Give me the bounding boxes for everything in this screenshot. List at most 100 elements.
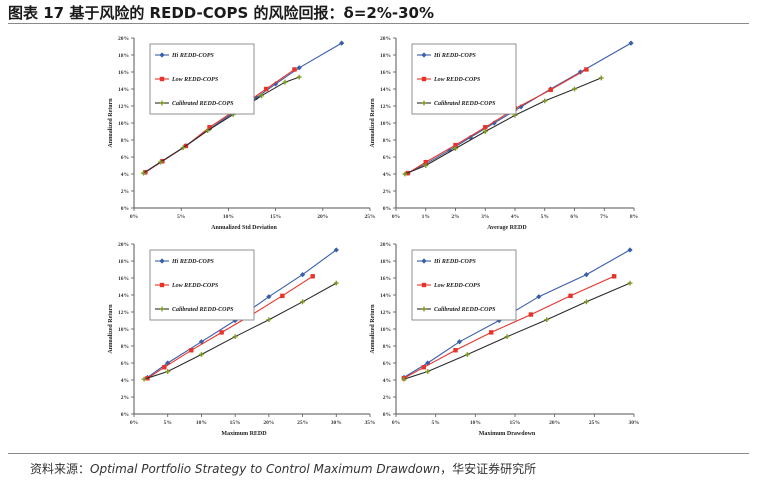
legend-label: Hi REDD-COPS <box>433 259 477 265</box>
data-point <box>528 312 534 317</box>
data-point <box>611 274 617 279</box>
y-axis-label: Annualized Return <box>108 98 114 148</box>
data-point <box>425 369 431 374</box>
series-line <box>143 76 300 174</box>
data-point <box>544 317 550 323</box>
x-axis-label: Maximum Drawdown <box>479 431 536 437</box>
y-tick-label: 16% <box>118 276 129 282</box>
x-tick-label: 15% <box>510 420 521 426</box>
y-tick-label: 20% <box>118 242 129 248</box>
legend-marker <box>159 306 165 312</box>
series-calibrated-redd-cops <box>141 74 302 176</box>
data-point <box>199 352 204 357</box>
chart-average-redd: 0% 2% 4% 6% 8% 10% 12% 14% 16% 18% 20% 0% 1% 2% 3% 4% 5%… <box>370 36 638 231</box>
data-point <box>280 293 285 299</box>
data-point <box>627 247 633 253</box>
data-point <box>489 330 494 335</box>
data-point <box>627 280 633 286</box>
y-tick-label: 2% <box>383 189 391 195</box>
y-tick-label: 4% <box>383 172 391 178</box>
legend: Hi REDD-COPS Low REDD-COPS Calibrated REDD… <box>411 249 517 321</box>
y-tick-label: 10% <box>118 327 129 333</box>
legend-label: Calibrated REDD-COPS <box>434 307 496 313</box>
legend-marker <box>159 100 165 106</box>
data-point <box>254 94 260 101</box>
data-point <box>180 145 186 151</box>
y-tick-label: 6% <box>383 155 391 161</box>
y-tick-label: 10% <box>380 327 391 333</box>
series-calibrated-redd-cops <box>402 75 604 177</box>
y-tick-label: 8% <box>383 138 391 144</box>
data-point <box>584 299 589 305</box>
y-tick-label: 0% <box>121 206 129 212</box>
data-point <box>456 339 463 345</box>
legend-marker <box>159 76 165 82</box>
y-tick-label: 10% <box>380 121 391 127</box>
y-tick-label: 18% <box>380 53 391 59</box>
y-tick-label: 2% <box>121 189 129 195</box>
legend-marker <box>159 282 165 288</box>
y-tick-label: 12% <box>380 104 391 110</box>
y-tick-label: 16% <box>118 70 129 76</box>
y-tick-label: 10% <box>118 121 129 127</box>
y-tick-label: 8% <box>121 344 129 350</box>
data-point <box>491 120 497 126</box>
x-tick-label: 15% <box>230 420 241 426</box>
x-axis-label: Average REDD <box>487 225 527 231</box>
y-tick-label: 20% <box>380 36 391 42</box>
y-axis-label: Annualized Return <box>108 304 114 354</box>
legend-label: Hi REDD-COPS <box>171 53 215 59</box>
data-point <box>266 317 272 323</box>
y-tick-label: 2% <box>383 395 391 401</box>
chart-maximum-drawdown: 0% 2% 4% 6% 8% 10% 12% 14% 16% 18% 20% 0% 5% 10% 15% 20… <box>370 242 640 437</box>
data-point <box>339 40 345 46</box>
y-tick-label: 0% <box>383 412 391 418</box>
x-tick-label: 2% <box>451 214 459 220</box>
x-tick-label: 0% <box>392 420 400 426</box>
x-tick-label: 7% <box>600 214 608 220</box>
legend-label: Low REDD-COPS <box>433 283 481 289</box>
data-point <box>542 98 548 104</box>
x-axis-label: Annualized Std Deviation <box>211 225 277 231</box>
data-point <box>453 348 458 353</box>
legend-marker <box>421 52 427 58</box>
y-tick-label: 4% <box>121 172 129 178</box>
legend-marker <box>421 76 427 82</box>
x-tick-label: 10% <box>196 420 207 426</box>
y-tick-label: 20% <box>118 36 129 42</box>
x-tick-label: 0% <box>130 214 138 220</box>
y-tick-label: 20% <box>380 242 391 248</box>
x-tick-label: 25% <box>589 420 600 426</box>
x-tick-label: 5% <box>432 420 440 426</box>
y-tick-label: 12% <box>380 310 391 316</box>
x-tick-label: 20% <box>549 420 560 426</box>
legend-marker <box>421 282 427 288</box>
x-tick-label: 5% <box>164 420 172 426</box>
data-point <box>207 125 212 130</box>
y-tick-label: 0% <box>383 206 391 212</box>
data-point <box>453 146 458 151</box>
data-point <box>263 86 269 92</box>
y-tick-label: 4% <box>383 378 391 384</box>
legend-marker <box>159 52 165 58</box>
y-tick-label: 4% <box>121 378 129 384</box>
y-tick-label: 18% <box>118 259 129 265</box>
x-tick-label: 3% <box>481 214 489 220</box>
data-point <box>333 247 339 253</box>
y-tick-label: 14% <box>118 87 129 93</box>
footer-divider <box>8 453 749 454</box>
data-point <box>423 159 428 165</box>
x-tick-label: 5% <box>177 214 185 220</box>
y-tick-label: 14% <box>118 293 129 299</box>
data-point <box>504 334 510 340</box>
data-point <box>423 163 429 168</box>
x-tick-label: 20% <box>317 214 328 220</box>
data-point <box>467 134 473 141</box>
source-title: Optimal Portfolio Strategy to Control Ma… <box>90 462 441 476</box>
legend-marker <box>421 258 427 264</box>
legend-label: Hi REDD-COPS <box>171 259 215 265</box>
legend-label: Low REDD-COPS <box>171 77 219 83</box>
data-point <box>628 40 634 46</box>
x-tick-label: 10% <box>223 214 234 220</box>
x-tick-label: 8% <box>630 214 638 220</box>
